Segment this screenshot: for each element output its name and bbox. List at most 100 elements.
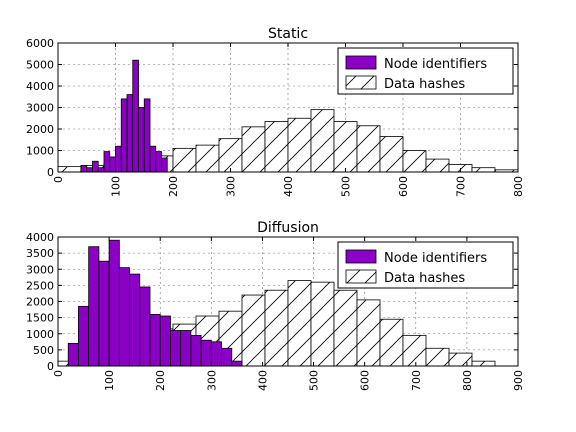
node-identifiers-bar <box>170 330 182 367</box>
data-hashes-bar <box>241 126 266 173</box>
x-tick-label: 700 <box>455 176 468 197</box>
chart-panel-1: 0 500 1000 1500 2000 2500 3000 3500 4000 0 100 200 3… <box>26 220 525 391</box>
x-tick-label: 600 <box>397 176 410 197</box>
x-tick-label: 0 <box>52 370 65 377</box>
y-tick-label: 2500 <box>26 279 54 292</box>
legend-label: Data hashes <box>384 271 465 286</box>
node-identifiers-bar <box>200 339 212 367</box>
y-tick-label: 3500 <box>26 247 54 260</box>
node-identifiers-bar <box>129 273 141 367</box>
node-identifiers-bar <box>118 267 130 367</box>
y-tick-label: 1500 <box>26 312 54 325</box>
legend-swatch <box>345 75 377 90</box>
node-identifiers-bar <box>190 334 202 367</box>
x-tick-label: 0 <box>52 176 65 183</box>
x-tick-label: 500 <box>308 370 321 391</box>
data-hashes-bar <box>356 299 381 367</box>
node-identifiers-bar <box>103 151 111 173</box>
node-identifiers-bar <box>115 145 122 173</box>
data-hashes-bar <box>333 289 358 367</box>
data-hashes-bar <box>241 294 266 367</box>
x-tick-label: 800 <box>461 370 474 391</box>
node-identifiers-bar <box>97 167 105 173</box>
x-tick-label: 100 <box>103 370 116 391</box>
x-tick-label: 200 <box>167 176 180 197</box>
node-identifiers-bar <box>155 151 162 173</box>
node-identifiers-bar <box>139 286 151 367</box>
legend: Node identifiers Data hashes <box>337 47 514 95</box>
data-hashes-bar <box>356 125 381 173</box>
data-hashes-bar <box>402 334 427 367</box>
x-tick-label: 400 <box>256 370 269 391</box>
y-tick-label: 1000 <box>26 328 54 341</box>
data-hashes-bar <box>287 117 312 173</box>
data-hashes-bar <box>425 347 450 367</box>
chart-title: Diffusion <box>257 220 319 236</box>
x-tick-label: 900 <box>512 370 525 391</box>
y-tick-label: 3000 <box>26 102 54 115</box>
data-hashes-bar <box>448 352 473 367</box>
node-identifiers-bar <box>92 160 99 173</box>
y-tick-label: 3000 <box>26 263 54 276</box>
legend-label: Data hashes <box>384 77 465 92</box>
node-identifiers-bar <box>149 145 157 173</box>
node-identifiers-bar <box>88 246 100 367</box>
x-tick-label: 800 <box>512 176 525 197</box>
y-tick-label: 2000 <box>26 123 54 136</box>
y-tick-label: 4000 <box>26 231 54 244</box>
node-identifiers-bar <box>109 156 116 173</box>
legend: Node identifiers Data hashes <box>337 241 514 289</box>
data-hashes-bar <box>471 167 496 173</box>
y-tick-label: 2000 <box>26 296 54 309</box>
node-identifiers-bar <box>126 94 134 173</box>
node-identifiers-bar <box>159 315 171 367</box>
y-tick-label: 500 <box>33 344 54 357</box>
node-identifiers-bar <box>231 360 243 367</box>
x-tick-label: 300 <box>205 370 218 391</box>
legend-swatch <box>345 249 377 264</box>
node-identifiers-bar <box>149 313 161 367</box>
legend-label: Node identifiers <box>384 251 487 266</box>
node-identifiers-bar <box>143 98 151 173</box>
data-hashes-bar <box>425 158 450 173</box>
chart-panel-0: 0 1000 2000 3000 4000 5000 6000 0 100 200 300 400 50… <box>26 26 525 197</box>
node-identifiers-bar <box>210 341 222 367</box>
x-tick-label: 100 <box>110 176 123 197</box>
data-hashes-bar <box>402 150 427 173</box>
data-hashes-bar <box>471 360 496 367</box>
x-tick-label: 600 <box>359 370 372 391</box>
node-identifiers-bar <box>86 167 93 173</box>
node-identifiers-bar <box>80 165 88 173</box>
y-tick-label: 5000 <box>26 59 54 72</box>
x-tick-label: 700 <box>410 370 423 391</box>
data-hashes-bar <box>264 289 289 367</box>
y-tick-label: 0 <box>47 360 54 373</box>
data-hashes-bar <box>310 109 335 173</box>
node-identifiers-bar <box>67 343 79 367</box>
node-identifiers-bar <box>108 239 120 367</box>
node-identifiers-bar <box>138 107 145 173</box>
legend-swatch <box>345 55 377 70</box>
data-hashes-bar <box>172 147 197 173</box>
data-hashes-bar <box>264 121 289 173</box>
y-tick-label: 0 <box>47 166 54 179</box>
y-tick-label: 4000 <box>26 80 54 93</box>
node-identifiers-bar <box>221 347 233 367</box>
data-hashes-bar <box>287 280 312 367</box>
legend-label: Node identifiers <box>384 57 487 72</box>
x-tick-label: 400 <box>282 176 295 197</box>
y-tick-label: 1000 <box>26 145 54 158</box>
x-tick-label: 200 <box>154 370 167 391</box>
x-tick-label: 300 <box>225 176 238 197</box>
x-tick-label: 500 <box>340 176 353 197</box>
node-identifiers-bar <box>78 305 90 367</box>
node-identifiers-bar <box>161 157 168 173</box>
data-hashes-bar <box>333 121 358 173</box>
legend-swatch <box>345 269 377 284</box>
data-hashes-bar <box>57 166 82 173</box>
chart-title: Static <box>268 26 308 42</box>
data-hashes-bar <box>379 136 404 173</box>
data-hashes-bar <box>218 138 243 173</box>
data-hashes-bar <box>379 318 404 367</box>
